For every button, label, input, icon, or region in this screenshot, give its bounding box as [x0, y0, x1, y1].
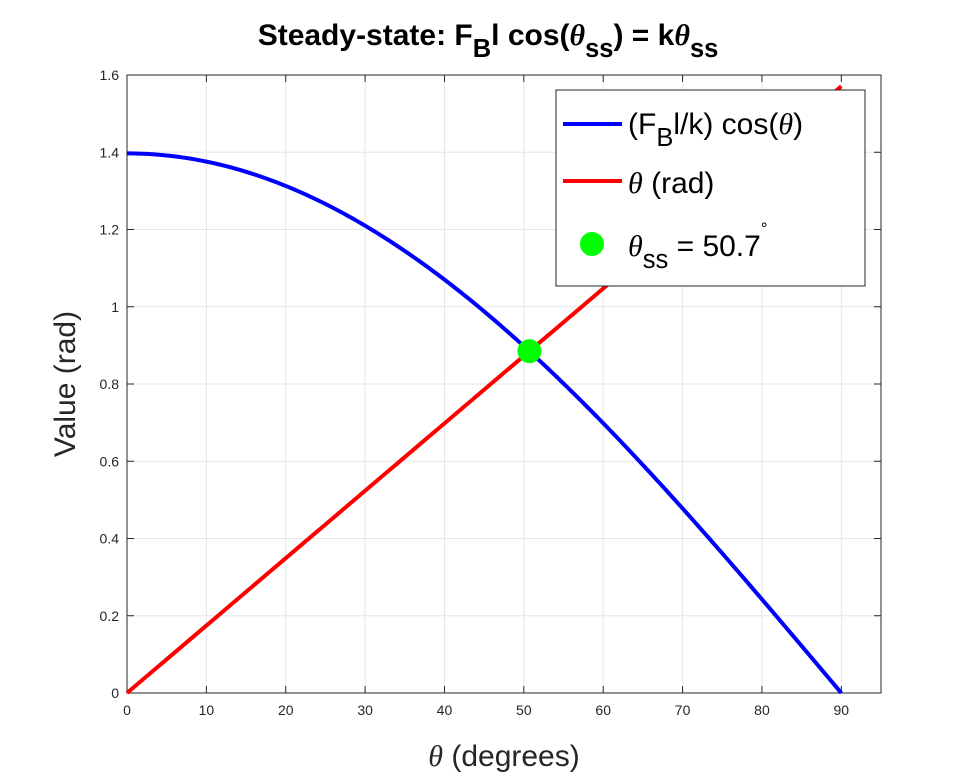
y-axis-label: Value (rad) [49, 311, 82, 457]
x-tick-label: 30 [357, 702, 373, 718]
x-tick-label: 0 [123, 702, 131, 718]
title-part: Steady-state: F [258, 19, 473, 52]
legend-part: θ [778, 108, 793, 141]
y-tick-label: 1.2 [100, 222, 120, 238]
y-tick-label: 1.4 [100, 144, 120, 160]
x-tick-label: 10 [199, 702, 215, 718]
steady-state-point [517, 339, 542, 364]
x-tick-label: 40 [437, 702, 453, 718]
legend-marker-steady-state [580, 232, 604, 256]
x-axis-label-symbol: θ [428, 740, 443, 773]
title-part: l cos( [491, 19, 569, 52]
title-part: ss [690, 35, 718, 63]
legend-entry: θ (rad) [628, 167, 714, 200]
y-tick-label: 1 [111, 299, 119, 315]
y-tick-label: 0.2 [100, 608, 120, 624]
x-tick-label: 60 [595, 702, 611, 718]
legend-entry: (FBl/k) cos(θ) [628, 108, 803, 152]
legend-part: B [656, 124, 673, 152]
title-part: θ [674, 19, 690, 52]
chart-title: Steady-state: FBl cos(θss) = kθss [258, 19, 719, 63]
y-tick-label: 0.4 [100, 531, 120, 547]
title-part: ) = k [613, 19, 674, 52]
legend-entry: θss = 50.7° [628, 220, 767, 274]
title-part: B [473, 35, 491, 63]
legend-part: (rad) [643, 167, 715, 200]
x-tick-label: 50 [516, 702, 532, 718]
y-tick-label: 0.6 [100, 453, 120, 469]
series-line-cos [126, 151, 843, 695]
legend-part: = 50.7 [668, 230, 761, 263]
legend-part: (F [628, 108, 656, 141]
legend-part: ss [643, 246, 669, 274]
legend-part: ) [793, 108, 803, 141]
y-tick-label: 0 [111, 685, 119, 701]
x-axis-label-text: (degrees) [443, 740, 580, 773]
y-tick-label: 1.6 [100, 67, 120, 83]
legend: (FBl/k) cos(θ)θ (rad)θss = 50.7° [555, 89, 866, 287]
y-tick-label: 0.8 [100, 376, 120, 392]
legend-part: θ [628, 167, 643, 200]
legend-part: θ [628, 230, 643, 263]
x-axis-label: θ (degrees) [428, 740, 579, 773]
x-tick-label: 80 [754, 702, 770, 718]
x-tick-label: 20 [278, 702, 294, 718]
title-part: θ [570, 19, 586, 52]
title-part: ss [585, 35, 613, 63]
legend-part: ° [761, 220, 768, 238]
x-tick-label: 70 [675, 702, 691, 718]
axes-box [126, 74, 882, 694]
legend-part: l/k) cos( [673, 108, 778, 141]
x-tick-label: 90 [834, 702, 850, 718]
